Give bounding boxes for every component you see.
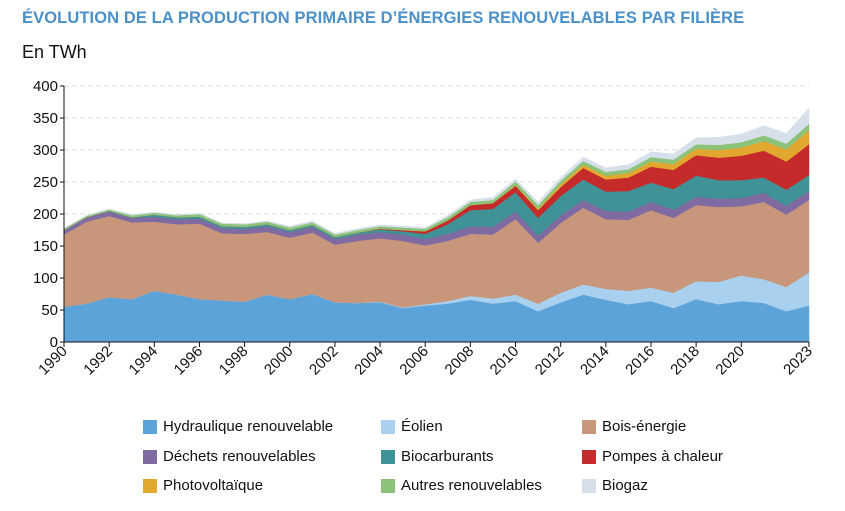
y-tick-label: 100 xyxy=(33,270,58,287)
x-tick-label: 2008 xyxy=(442,343,478,379)
y-tick-label: 250 xyxy=(33,174,58,191)
y-tick-label: 350 xyxy=(33,110,58,127)
x-tick-label: 1990 xyxy=(35,343,71,379)
y-tick-label: 400 xyxy=(33,78,58,95)
y-axis-unit-label: En TWh xyxy=(22,42,87,62)
x-tick-label: 2002 xyxy=(306,343,342,379)
y-tick-label: 0 xyxy=(50,334,58,351)
x-tick-label: 2010 xyxy=(487,343,523,379)
x-tick-label: 2016 xyxy=(622,343,658,379)
x-tick-label: 2012 xyxy=(532,343,568,379)
x-tick-label: 1998 xyxy=(216,343,252,379)
x-tick-label: 1994 xyxy=(126,343,162,379)
chart-title: ÉVOLUTION DE LA PRODUCTION PRIMAIRE D’ÉN… xyxy=(22,9,745,27)
area-series-8 xyxy=(63,107,810,235)
x-tick-label: 2018 xyxy=(667,343,703,379)
x-tick-label: 2020 xyxy=(712,343,748,379)
y-tick-label: 50 xyxy=(41,302,58,319)
y-tick-label: 200 xyxy=(33,206,58,223)
x-tick-label: 1992 xyxy=(80,343,116,379)
x-tick-label: 2006 xyxy=(396,343,432,379)
x-tick-label: 2023 xyxy=(780,343,816,379)
x-tick-label: 2004 xyxy=(351,343,387,379)
y-tick-label: 150 xyxy=(33,238,58,255)
x-tick-label: 2014 xyxy=(577,343,613,379)
y-tick-label: 300 xyxy=(33,142,58,159)
x-tick-label: 2000 xyxy=(261,343,297,379)
x-tick-label: 1996 xyxy=(171,343,207,379)
